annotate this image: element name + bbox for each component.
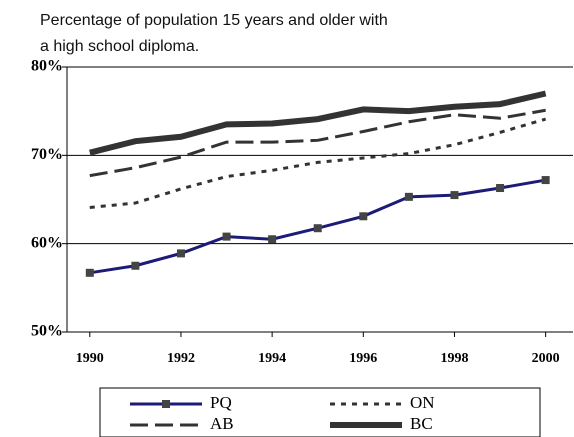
legend-marker — [162, 400, 170, 408]
x-tick-label: 2000 — [532, 351, 560, 366]
point-marker — [496, 184, 505, 193]
point-marker — [268, 235, 277, 244]
chart-title-line-2: a high school diploma. — [40, 38, 199, 55]
y-tick-label: 80% — [31, 58, 63, 75]
legend-label: BC — [410, 414, 433, 433]
point-marker — [176, 249, 185, 258]
point-marker — [85, 268, 94, 277]
legend-label: AB — [210, 414, 234, 433]
x-tick-label: 1998 — [440, 351, 468, 366]
x-tick-label: 1992 — [167, 351, 195, 366]
x-tick-label: 1990 — [76, 351, 104, 366]
legend-label: ON — [410, 393, 435, 412]
legend-box — [99, 387, 541, 437]
series-line — [89, 90, 547, 156]
y-tick-label: 50% — [31, 323, 63, 340]
legend-label: PQ — [210, 393, 232, 412]
point-marker — [450, 191, 459, 200]
point-marker — [359, 212, 368, 221]
x-tick-label: 1994 — [258, 351, 286, 366]
point-marker — [131, 261, 140, 270]
series-line — [89, 117, 547, 209]
series-line — [89, 108, 546, 178]
point-marker — [404, 192, 413, 201]
point-marker — [222, 232, 231, 241]
point-marker — [313, 224, 322, 233]
y-tick-label: 60% — [31, 234, 63, 251]
point-marker — [541, 176, 550, 185]
x-tick-label: 1996 — [349, 351, 377, 366]
chart-title-line-1: Percentage of population 15 years and ol… — [40, 12, 388, 29]
y-tick-label: 70% — [31, 146, 63, 163]
